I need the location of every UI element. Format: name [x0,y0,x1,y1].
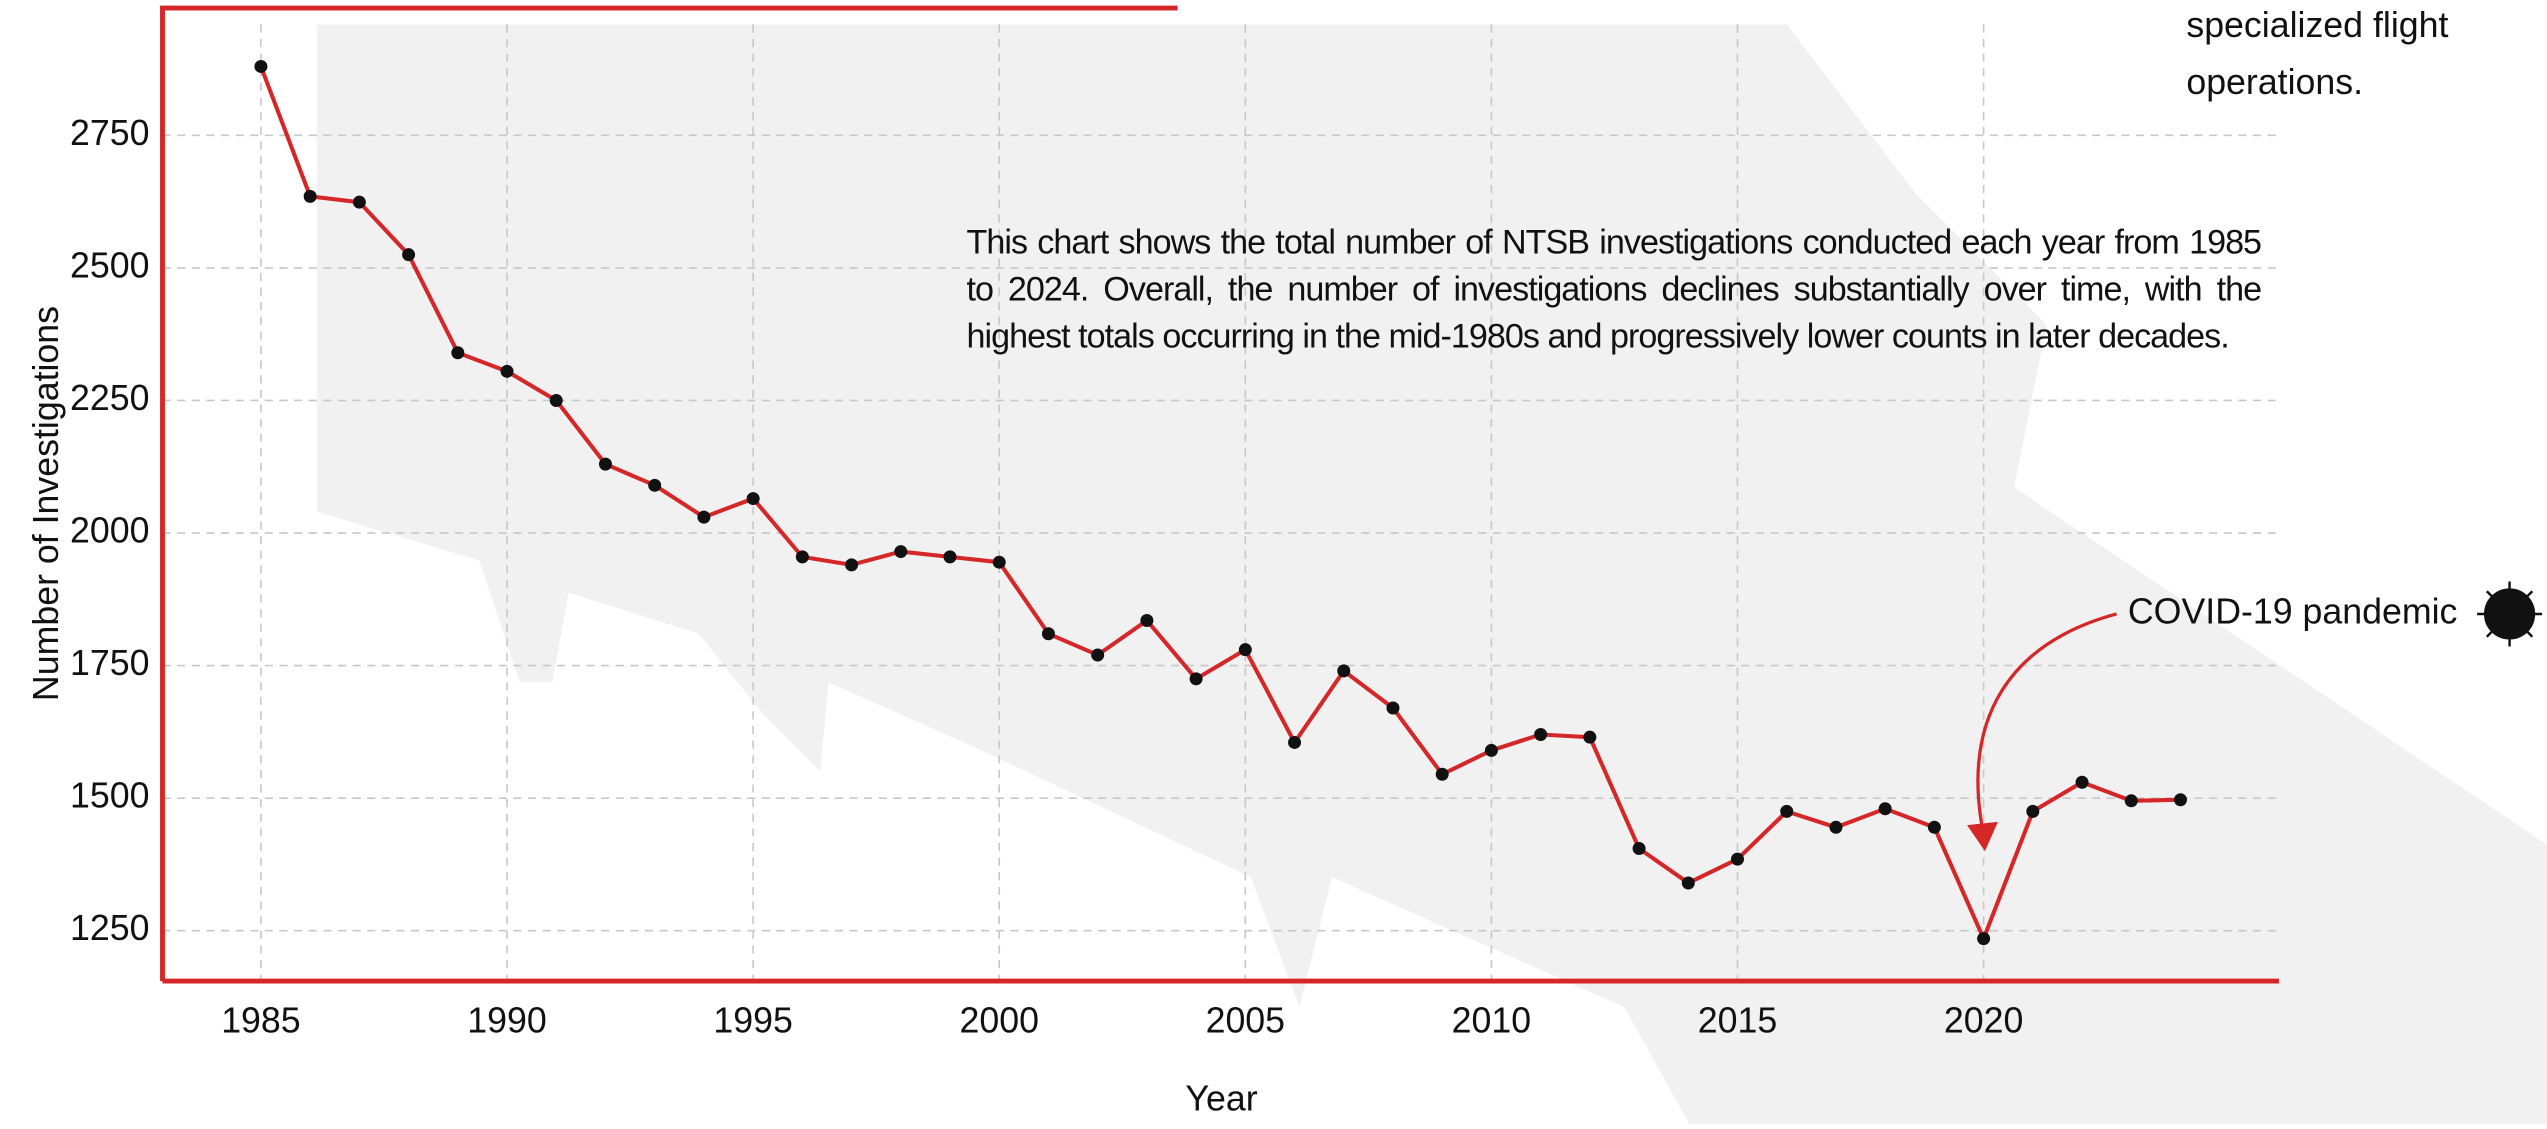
point [992,555,1006,569]
point [402,248,416,262]
point [1829,820,1843,834]
point [500,364,514,378]
description: This chart shows the total number of NTS… [966,224,2262,356]
y-tick-label: 2000 [70,510,149,550]
point [1386,701,1400,715]
point [697,510,711,524]
frame [160,5,1178,982]
point [1484,743,1498,757]
description-box: This chart shows the total number of NTS… [966,224,2262,356]
point [2124,794,2138,808]
corner-note: specialized flight [2186,5,2448,45]
x-tick-label: 2010 [1452,1001,1531,1041]
virus-icon [2477,581,2543,647]
x-tick-label: 2000 [959,1001,1038,1041]
point [1189,672,1203,686]
point [1534,728,1548,742]
point [943,550,957,564]
point [2173,793,2187,807]
y-tick-label: 2250 [70,378,149,418]
y-tick-label: 1500 [70,776,149,816]
arrow-head [1967,821,1998,852]
annotation-arrow [1976,612,2117,842]
point [648,478,662,492]
point [549,393,563,407]
corner-note: operations. [2186,62,2363,102]
point [795,550,809,564]
y-tick-label: 1750 [70,643,149,683]
point [1780,804,1794,818]
point [254,59,268,73]
point [845,558,859,572]
y-tick-label: 1250 [70,908,149,948]
point [598,457,612,471]
point [1878,802,1892,816]
point [1731,852,1745,866]
point [1681,876,1695,890]
point [1337,664,1351,678]
x-tick-label: 1990 [467,1001,546,1041]
y-tick-label: 2750 [70,113,149,153]
point [894,545,908,559]
point [451,346,465,360]
point [1435,767,1449,781]
point [1140,614,1154,628]
point [303,189,317,203]
annotation: COVID-19 pandemic [2128,591,2458,631]
x-tick-label: 1985 [221,1001,300,1041]
point [1288,735,1302,749]
background-shape [316,24,2547,1125]
point [1632,842,1646,856]
x-tick-label: 2020 [1944,1001,2023,1041]
y-tick-label: 2500 [70,245,149,285]
x-tick-label: 1995 [713,1001,792,1041]
point [1091,648,1105,662]
point [1041,627,1055,641]
point [746,492,760,506]
y-axis-label: Number of Investigations [26,306,66,701]
x-axis-label: Year [1185,1079,1257,1119]
x-tick-label: 2005 [1206,1001,1285,1041]
line [259,65,2181,944]
point [1583,730,1597,744]
point [1977,932,1991,946]
x-tick-label: 2015 [1698,1001,1777,1041]
point [2075,775,2089,789]
point [1927,820,1941,834]
point [352,195,366,209]
point [1238,643,1252,657]
point [2026,804,2040,818]
